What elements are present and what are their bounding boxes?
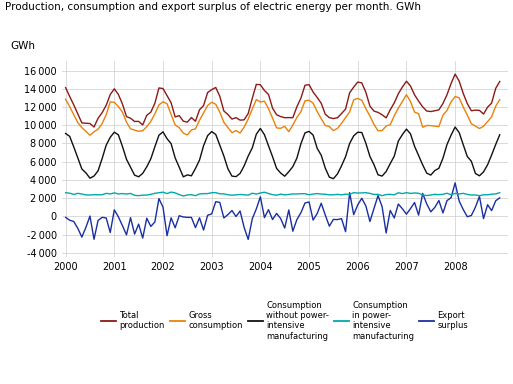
Text: GWh: GWh bbox=[10, 41, 35, 51]
Text: Production, consumption and export surplus of electric energy per month. GWh: Production, consumption and export surpl… bbox=[5, 2, 421, 12]
Legend: Total
production, Gross
consumption, Consumption
without power-
intensive
manufa: Total production, Gross consumption, Con… bbox=[101, 301, 468, 341]
